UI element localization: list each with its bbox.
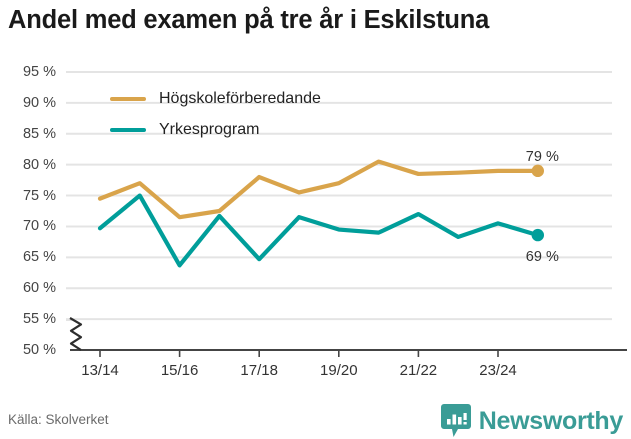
x-axis-tick-label: 17/18 — [240, 362, 278, 379]
series-endpoint-marker-2 — [531, 228, 544, 242]
series-line-1 — [97, 159, 540, 220]
y-axis-tick-label: 95 % — [22, 64, 56, 80]
newsworthy-logo: Newsworthy — [440, 404, 624, 438]
y-axis-tick-label: 75 % — [22, 187, 56, 204]
legend-item-2[interactable]: Yrkesprogram — [110, 121, 259, 139]
x-axis-tick-label: 19/20 — [320, 362, 358, 379]
y-axis-tick-label: 85 % — [22, 125, 56, 142]
legend-item-1[interactable]: Högskoleförberedande — [110, 90, 321, 108]
series-end-label-1: 79 % — [525, 148, 559, 165]
x-axis-tick-label: 13/14 — [81, 362, 119, 379]
y-axis-tick-label: 65 % — [22, 249, 56, 266]
legend-label: Yrkesprogram — [159, 121, 260, 138]
plot-area — [66, 71, 627, 357]
y-axis-tick-label: 90 % — [22, 94, 56, 111]
y-axis-tick-label: 60 % — [22, 280, 56, 297]
series-line-2 — [97, 193, 540, 268]
legend-swatch — [110, 96, 146, 102]
legend-swatch — [110, 127, 146, 133]
x-axis-tick-label: 15/16 — [160, 362, 199, 379]
page-title: Andel med examen på tre år i Eskilstuna — [8, 6, 490, 34]
x-axis-tick-label: 21/22 — [399, 362, 438, 379]
series-end-label-2: 69 % — [525, 249, 559, 266]
legend-label: Högskoleförberedande — [159, 90, 321, 107]
axis-break-zigzag — [69, 317, 83, 351]
brand-wordmark: Newsworthy — [478, 406, 624, 435]
series-endpoint-marker-1 — [531, 164, 544, 178]
line-chart-svg — [66, 71, 627, 357]
y-axis-tick-label: 50 % — [22, 342, 56, 358]
x-axis-tick-label: 23/24 — [479, 362, 517, 379]
bar-chart-bubble-icon — [440, 404, 471, 437]
source-note: Källa: Skolverket — [8, 412, 109, 427]
y-axis-tick-label: 55 % — [22, 311, 56, 328]
y-axis-tick-label: 80 % — [22, 156, 56, 173]
y-axis-tick-label: 70 % — [22, 218, 56, 235]
